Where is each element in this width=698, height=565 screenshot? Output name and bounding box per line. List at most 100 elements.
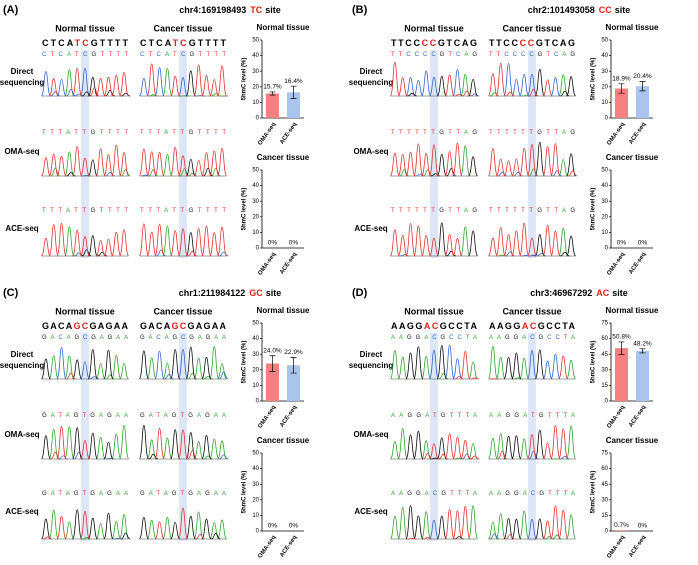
chromatogram-trace xyxy=(48,355,129,380)
base-call: G xyxy=(107,413,112,419)
base-call: C xyxy=(504,52,509,58)
sequence: GACAGCGAGAA xyxy=(140,321,227,331)
x-tick-label: ACE-seq xyxy=(279,404,298,428)
base-call: C xyxy=(83,52,88,58)
y-tick-label: 0 xyxy=(256,399,260,405)
chart-title: Cancer tissue xyxy=(257,436,310,445)
base-call: C xyxy=(531,491,536,497)
column-header: Normal tissue xyxy=(55,23,115,33)
chromatogram-trace xyxy=(503,518,545,540)
base-call: T xyxy=(58,413,62,419)
y-axis-label: 5hmC level (%) xyxy=(591,58,597,101)
base-call: C xyxy=(140,52,145,58)
base-call: T xyxy=(148,208,152,214)
chromatogram-trace xyxy=(64,226,75,257)
base-call: G xyxy=(441,413,446,419)
base-call: A xyxy=(523,491,527,497)
chromatogram-trace xyxy=(148,153,221,177)
y-tick-label: 10 xyxy=(252,383,259,389)
chromatogram-trace xyxy=(66,159,98,177)
base-call: C xyxy=(423,52,428,58)
chromatogram-trace xyxy=(146,511,228,540)
base-call: A xyxy=(473,335,477,341)
chromatogram-trace xyxy=(138,223,228,257)
chromatogram-trace xyxy=(505,251,547,257)
chromatogram-trace xyxy=(405,344,447,380)
error-bar xyxy=(290,357,297,374)
site-highlight xyxy=(81,50,89,258)
base-call: T xyxy=(513,130,517,136)
base-call: A xyxy=(464,208,468,214)
base-call: T xyxy=(58,208,62,214)
y-tick-label: 30 xyxy=(252,482,259,488)
base-call: T xyxy=(521,130,525,136)
column-header: Cancer tissue xyxy=(153,306,212,316)
base-call: G xyxy=(514,335,519,341)
y-tick-label: 50 xyxy=(252,168,259,174)
bar xyxy=(635,86,650,118)
chromatogram-trace xyxy=(389,428,478,460)
base-call: G xyxy=(514,491,519,497)
row-label: OMA-seq xyxy=(353,430,388,439)
chromatogram-trace xyxy=(407,75,479,97)
locus: chr2:101493058 xyxy=(528,5,595,15)
chromatogram-trace xyxy=(218,454,229,460)
base-call: G xyxy=(172,491,177,497)
chromatogram-trace xyxy=(487,510,577,540)
base-call: A xyxy=(473,491,477,497)
sequence-part: TTCC xyxy=(489,38,518,48)
y-axis-label: 5hmC level (%) xyxy=(242,58,248,101)
chart-title: Cancer tissue xyxy=(257,153,310,162)
base-call: A xyxy=(425,413,429,419)
base-call: A xyxy=(562,130,566,136)
chromatogram-trace xyxy=(389,223,463,257)
chromatogram-trace xyxy=(40,222,130,257)
base-call: T xyxy=(431,130,435,136)
base-call: A xyxy=(399,413,403,419)
row-label: Direct sequencing xyxy=(349,350,394,370)
chromatogram-trace xyxy=(487,222,561,257)
site-word: site xyxy=(265,5,281,15)
base-call: T xyxy=(448,208,452,214)
y-tick-label: 10 xyxy=(601,100,608,106)
base-call: T xyxy=(391,208,395,214)
base-call: T xyxy=(399,130,403,136)
base-call: T xyxy=(83,491,87,497)
y-tick-label: 15 xyxy=(601,513,608,519)
base-call: T xyxy=(180,208,184,214)
column-header: Cancer tissue xyxy=(502,306,561,316)
base-call: G xyxy=(570,130,575,136)
base-call: C xyxy=(529,52,534,58)
y-tick-label: 40 xyxy=(252,336,259,342)
base-call: T xyxy=(181,491,185,497)
row-label-line: Direct xyxy=(11,67,34,76)
sequence-part: AAGG xyxy=(391,321,422,331)
base-call: T xyxy=(497,208,501,214)
chart-title: Normal tissue xyxy=(606,306,659,315)
base-call: G xyxy=(441,491,446,497)
chromatogram-trace xyxy=(154,348,229,380)
base-call: A xyxy=(198,335,202,341)
y-tick-label: 40 xyxy=(601,53,608,59)
base-call: T xyxy=(466,335,470,341)
sequence: CTCA TC GTTTT xyxy=(140,38,227,48)
site-word: site xyxy=(266,288,282,298)
base-call: T xyxy=(198,208,202,214)
base-call: T xyxy=(497,130,501,136)
base-call: G xyxy=(505,491,510,497)
base-call: T xyxy=(548,413,552,419)
chromatogram-trace xyxy=(40,427,114,460)
base-call: G xyxy=(537,130,542,136)
base-call: A xyxy=(165,52,169,58)
panel-title: chr4:169198493 TC site xyxy=(179,5,281,15)
chromatogram-trace xyxy=(487,345,577,380)
base-call: A xyxy=(464,130,468,136)
base-call: G xyxy=(74,491,79,497)
base-call: A xyxy=(149,491,153,497)
